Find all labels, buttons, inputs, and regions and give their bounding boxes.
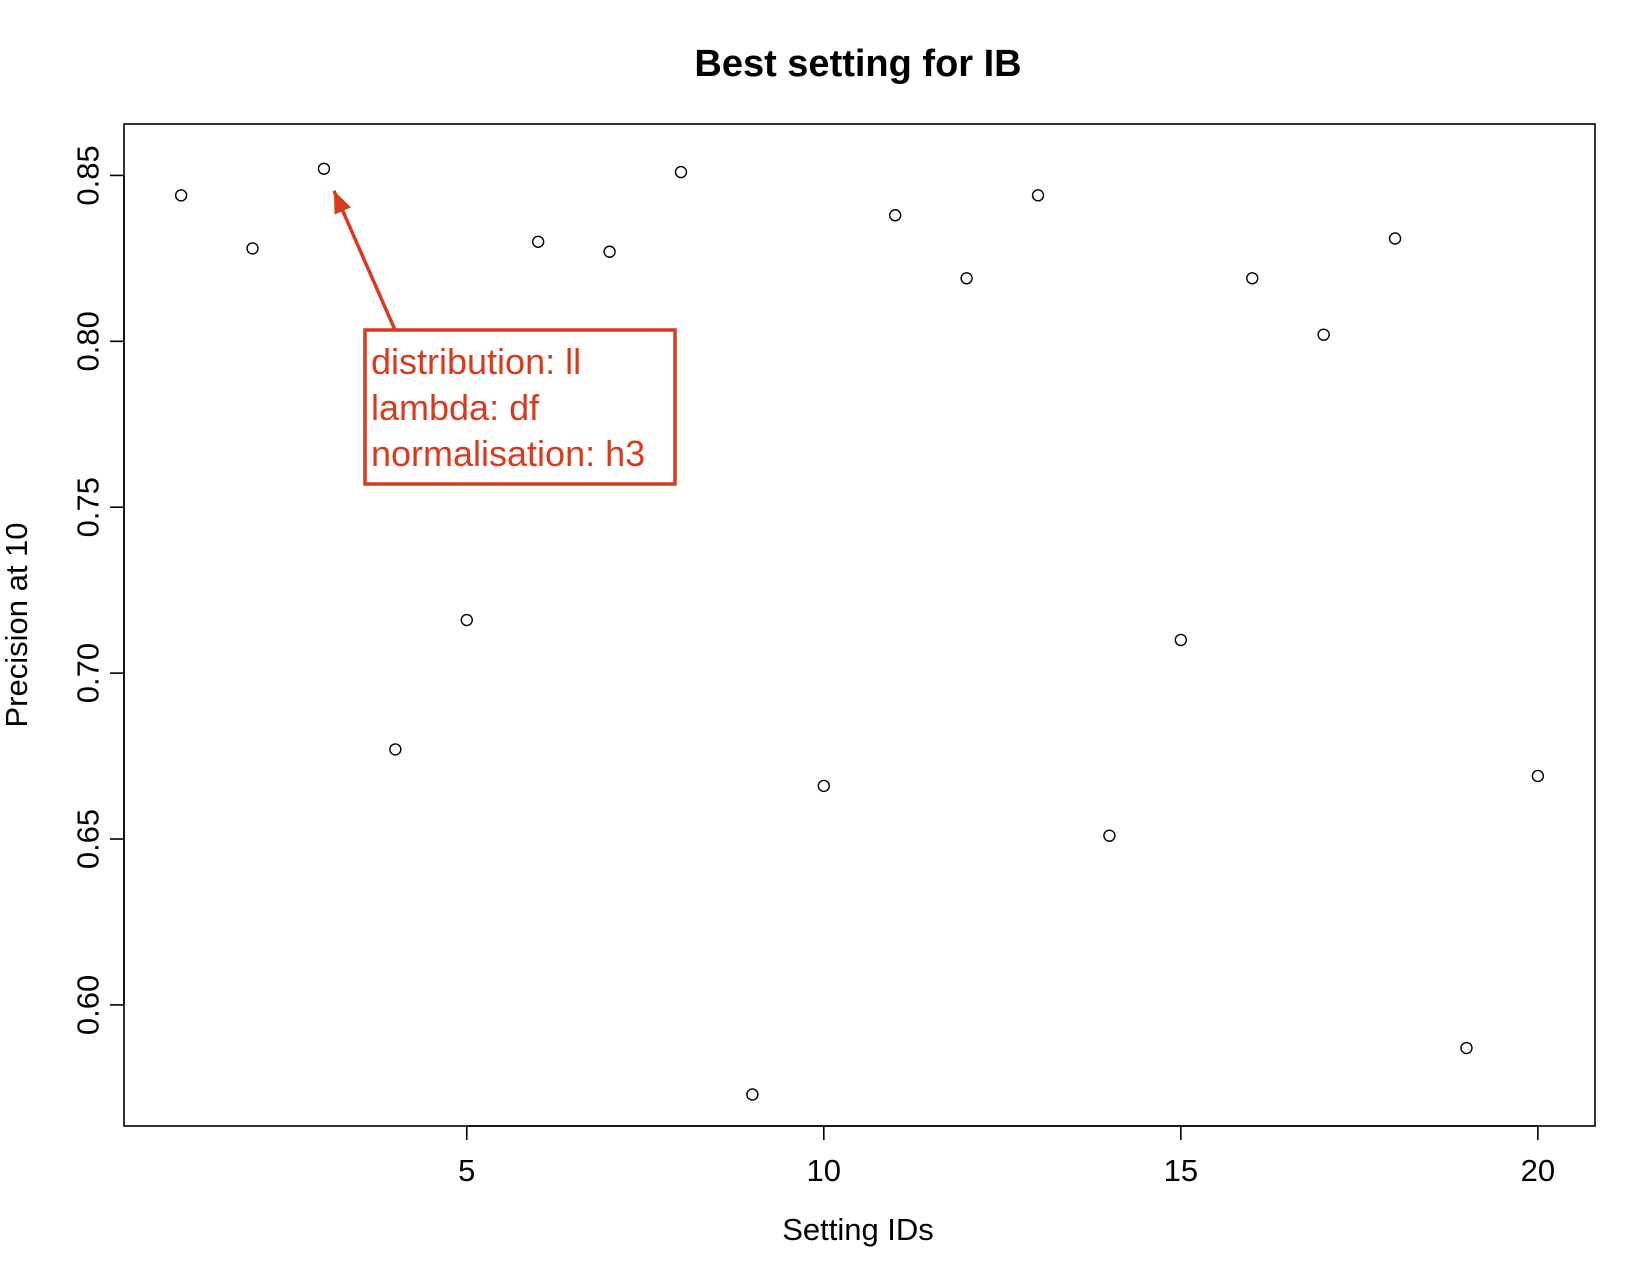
data-point xyxy=(674,165,688,179)
x-tick-label: 15 xyxy=(1164,1153,1198,1188)
chart-title: Best setting for IB xyxy=(694,43,1021,85)
data-point xyxy=(1174,633,1188,647)
y-axis-label: Precision at 10 xyxy=(0,522,34,727)
y-tick-label: 0.60 xyxy=(71,975,106,1035)
data-point xyxy=(1388,232,1402,245)
x-axis-label: Setting IDs xyxy=(782,1212,934,1247)
data-point xyxy=(1531,769,1545,783)
data-point xyxy=(460,613,473,627)
data-point xyxy=(1246,272,1259,285)
y-tick-label: 0.85 xyxy=(71,145,106,205)
x-tick-label: 5 xyxy=(458,1153,475,1188)
annotation-line: lambda: df xyxy=(371,387,540,428)
y-tick-label: 0.70 xyxy=(71,643,106,703)
data-point xyxy=(889,209,902,222)
data-point xyxy=(1103,829,1116,842)
x-tick-label: 20 xyxy=(1521,1153,1555,1188)
y-tick-label: 0.65 xyxy=(71,809,106,869)
y-axis: 0.60 0.65 0.70 0.75 0.80 0.85 xyxy=(71,145,125,1035)
data-point xyxy=(174,189,188,202)
data-point xyxy=(531,235,545,248)
plot-frame xyxy=(123,123,1596,1127)
data-point xyxy=(389,743,402,756)
annotation-arrow-head xyxy=(333,190,352,215)
data-point xyxy=(746,1088,759,1101)
y-tick-label: 0.80 xyxy=(71,311,106,371)
annotation-box xyxy=(363,328,677,486)
data-point xyxy=(817,779,830,793)
data-point xyxy=(1460,1041,1473,1055)
annotation-line: normalisation: h3 xyxy=(371,433,645,474)
annotation-line: distribution: ll xyxy=(371,341,581,382)
data-point xyxy=(603,245,616,258)
data-point xyxy=(317,162,331,175)
y-tick-label: 0.75 xyxy=(71,477,106,537)
annotation-arrow-shaft xyxy=(332,190,397,331)
data-point xyxy=(1317,328,1330,341)
data-point xyxy=(246,242,259,255)
x-axis: 5 10 15 20 xyxy=(458,1125,1555,1188)
x-tick-label: 10 xyxy=(807,1153,841,1188)
annotation: distribution: ll lambda: df normalisation:… xyxy=(332,190,677,486)
data-point xyxy=(960,272,973,285)
data-point xyxy=(1031,189,1045,202)
data-points xyxy=(174,162,1545,1101)
